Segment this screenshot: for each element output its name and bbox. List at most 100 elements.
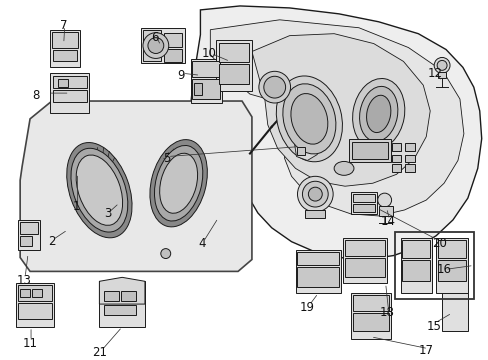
Text: 15: 15 <box>426 320 441 333</box>
Ellipse shape <box>160 153 197 213</box>
Bar <box>378 206 392 216</box>
Ellipse shape <box>333 161 353 175</box>
Text: 20: 20 <box>431 237 446 250</box>
Bar <box>192 62 220 77</box>
Bar <box>437 240 465 257</box>
Bar <box>350 192 376 214</box>
Bar <box>16 283 54 327</box>
Text: 21: 21 <box>92 346 107 359</box>
Ellipse shape <box>366 95 390 132</box>
Bar <box>437 260 465 281</box>
Polygon shape <box>99 277 144 304</box>
Bar <box>58 79 67 87</box>
Circle shape <box>377 193 391 207</box>
Circle shape <box>302 181 327 207</box>
Bar <box>352 194 374 202</box>
Bar <box>18 285 52 301</box>
Ellipse shape <box>150 140 207 227</box>
Ellipse shape <box>276 76 342 162</box>
Bar <box>20 289 30 297</box>
Bar <box>104 305 136 315</box>
Circle shape <box>433 58 449 73</box>
Bar <box>441 293 467 331</box>
Text: 8: 8 <box>32 89 40 102</box>
Bar <box>391 143 401 150</box>
Bar <box>348 139 390 162</box>
Bar <box>402 260 429 281</box>
Circle shape <box>436 60 446 70</box>
Bar <box>394 232 473 299</box>
Bar <box>20 236 32 246</box>
Ellipse shape <box>66 143 132 238</box>
Bar <box>32 289 42 297</box>
Bar <box>297 147 305 154</box>
Text: 9: 9 <box>177 69 184 82</box>
Ellipse shape <box>76 155 122 225</box>
Text: 19: 19 <box>299 301 314 314</box>
Bar <box>351 141 387 159</box>
Bar <box>345 240 384 256</box>
Ellipse shape <box>352 78 404 149</box>
Text: 7: 7 <box>60 19 67 32</box>
Bar <box>190 59 222 103</box>
Text: 18: 18 <box>378 306 393 319</box>
Bar <box>20 222 38 234</box>
Circle shape <box>148 38 163 54</box>
Bar <box>53 90 86 102</box>
Bar <box>219 42 248 62</box>
Ellipse shape <box>282 84 335 154</box>
Bar <box>18 303 52 319</box>
Bar <box>163 49 181 62</box>
Bar <box>352 295 388 311</box>
Bar <box>405 165 414 172</box>
Bar <box>352 204 374 212</box>
Bar <box>141 28 184 63</box>
Circle shape <box>258 71 290 103</box>
Bar <box>121 291 136 301</box>
Bar <box>405 143 414 150</box>
Text: 3: 3 <box>104 207 112 220</box>
Text: 17: 17 <box>418 344 433 357</box>
Bar <box>400 238 431 293</box>
Bar <box>391 165 401 172</box>
Bar <box>297 267 338 287</box>
Bar <box>297 252 338 265</box>
Bar <box>99 281 144 327</box>
Text: 6: 6 <box>151 31 158 44</box>
Bar <box>437 72 445 78</box>
Text: 12: 12 <box>427 67 442 80</box>
Ellipse shape <box>290 94 327 144</box>
Bar <box>345 257 384 277</box>
Bar <box>18 220 40 249</box>
Bar <box>435 238 467 293</box>
Circle shape <box>263 76 285 98</box>
Polygon shape <box>210 20 463 216</box>
Text: 10: 10 <box>202 47 216 60</box>
Bar <box>352 313 388 331</box>
Bar <box>53 50 77 62</box>
Ellipse shape <box>154 145 203 221</box>
Text: 13: 13 <box>17 274 32 287</box>
Bar <box>405 154 414 162</box>
Bar <box>402 240 429 257</box>
Text: 1: 1 <box>73 199 80 212</box>
Ellipse shape <box>359 86 397 141</box>
Bar <box>104 291 119 301</box>
Polygon shape <box>190 6 481 260</box>
Polygon shape <box>20 101 251 271</box>
Bar <box>50 73 89 113</box>
Text: 5: 5 <box>163 152 170 165</box>
Polygon shape <box>294 139 317 161</box>
Bar <box>194 83 202 95</box>
Text: 11: 11 <box>22 337 38 350</box>
Bar <box>163 33 181 46</box>
Text: 2: 2 <box>48 235 56 248</box>
Bar <box>295 249 340 293</box>
Bar <box>350 293 390 339</box>
Bar <box>343 238 386 283</box>
Bar <box>50 30 80 67</box>
Bar <box>53 76 86 88</box>
Bar <box>391 154 401 162</box>
Bar <box>192 79 220 99</box>
Circle shape <box>308 187 322 201</box>
